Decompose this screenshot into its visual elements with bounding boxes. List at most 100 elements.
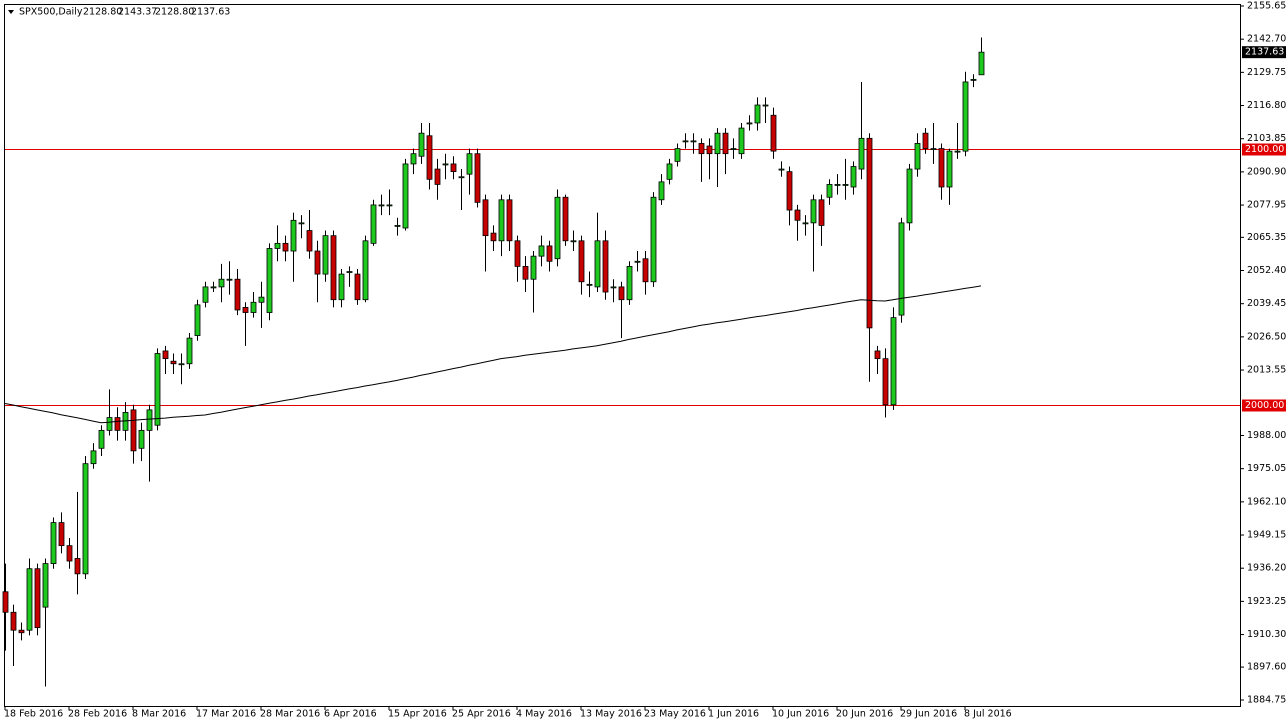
candle-body [274, 242, 281, 249]
candle-body [594, 240, 601, 288]
y-tick-label: 2155.65 [1247, 1, 1286, 12]
plot-frame [4, 4, 1241, 707]
y-tick-label: 1988.00 [1247, 430, 1286, 441]
candle-body [410, 153, 417, 165]
y-tick-label: 2090.90 [1247, 166, 1286, 177]
candle-body [978, 51, 985, 76]
x-tick-label: 8 Mar 2016 [132, 709, 186, 720]
candle-body [522, 266, 529, 280]
candle-body [554, 196, 561, 260]
candle-body [914, 143, 921, 170]
candle-body [770, 114, 777, 152]
x-tick-label: 13 May 2016 [580, 709, 642, 720]
candle-body [690, 140, 697, 143]
candle-body [178, 363, 185, 366]
candle-body [874, 350, 881, 360]
candle-body [538, 245, 545, 257]
candle-body [474, 153, 481, 203]
candle-body [426, 135, 433, 180]
candle-body [858, 137, 865, 170]
candle-body [506, 199, 513, 242]
candle-body [498, 199, 505, 242]
last-price-label: 2137.63 [1245, 47, 1284, 58]
candle-body [714, 132, 721, 155]
y-tick-label: 2052.40 [1247, 265, 1286, 276]
candle-body [666, 163, 673, 180]
candle-body [330, 235, 337, 301]
y-tick-label: 1949.15 [1247, 530, 1286, 541]
candle-body [794, 209, 801, 221]
y-tick-label: 1884.75 [1247, 695, 1286, 706]
x-tick-label: 1 Jun 2016 [708, 709, 759, 720]
x-tick-label: 20 Jun 2016 [836, 709, 893, 720]
high-label: 2143.37 [118, 7, 157, 18]
candle-body [194, 304, 201, 336]
candle-body [66, 545, 73, 562]
candle-body [762, 104, 769, 107]
candle-body [346, 271, 353, 273]
candle-body [938, 148, 945, 188]
candle-body [490, 232, 497, 242]
y-tick-label: 2129.75 [1247, 67, 1286, 78]
y-tick-label: 1936.20 [1247, 563, 1286, 574]
candle-body [850, 166, 857, 188]
candle-body [450, 163, 457, 173]
candle-body [930, 148, 937, 150]
y-tick-label: 1923.25 [1247, 596, 1286, 607]
low-label: 2128.80 [155, 7, 194, 18]
candle-body [882, 358, 889, 406]
candle-body [578, 240, 585, 283]
candle-body [802, 222, 809, 225]
candle-body [106, 417, 113, 431]
candle-body [754, 104, 761, 124]
y-tick-label: 2116.80 [1247, 100, 1286, 111]
candle-body [210, 286, 217, 289]
candle-body [266, 248, 273, 313]
candle-body [466, 153, 473, 175]
level-label: 2100.00 [1245, 144, 1284, 155]
candle-body [162, 350, 169, 360]
candle-body [738, 127, 745, 155]
close-label: 2137.63 [191, 7, 230, 18]
candle-body [618, 286, 625, 301]
candle-body [786, 171, 793, 211]
candle-body [114, 417, 121, 431]
x-tick-label: 10 Jun 2016 [772, 709, 829, 720]
candle-body [282, 242, 289, 252]
last-price-box [1242, 46, 1286, 59]
x-tick-label: 29 Jun 2016 [900, 709, 957, 720]
x-tick-label: 25 Apr 2016 [452, 709, 511, 720]
candle-body [890, 317, 897, 406]
candle-body [290, 219, 297, 252]
y-tick-label: 1910.30 [1247, 629, 1286, 640]
candle-body [386, 204, 393, 207]
y-tick-label: 2013.55 [1247, 365, 1286, 376]
candle-body [146, 409, 153, 431]
candle-body [698, 143, 705, 155]
candle-body [442, 163, 449, 166]
candle-body [634, 260, 641, 263]
candle-body [10, 611, 17, 631]
x-tick-label: 23 May 2016 [644, 709, 706, 720]
candle-body [626, 266, 633, 301]
candle-body [186, 337, 193, 365]
candle-body [226, 278, 233, 281]
moving-average [4, 285, 982, 424]
candle-body [90, 450, 97, 465]
x-tick-label: 28 Feb 2016 [68, 709, 127, 720]
candle-body [338, 273, 345, 301]
open-label: 2128.80 [83, 7, 122, 18]
x-tick-label: 15 Apr 2016 [388, 709, 447, 720]
candle-body [746, 122, 753, 125]
candle-body [610, 286, 617, 289]
y-tick-label: 2065.35 [1247, 232, 1286, 243]
y-tick-label: 1897.60 [1247, 662, 1286, 673]
candle-body [482, 199, 489, 237]
candle-body [250, 301, 257, 313]
candle-body [658, 181, 665, 201]
candle-body [394, 225, 401, 227]
candle-body [530, 255, 537, 280]
candle-body [970, 78, 977, 81]
